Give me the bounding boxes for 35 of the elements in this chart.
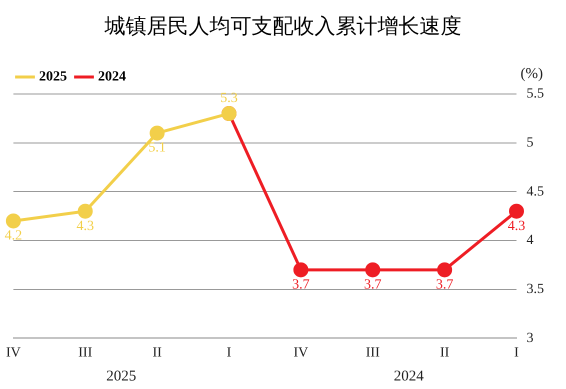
data-label: 5.1 xyxy=(148,140,166,156)
x-tick-label: III xyxy=(366,345,380,360)
chart-title: 城镇居民人均可支配收入累计增长速度 xyxy=(104,13,462,40)
point xyxy=(150,126,165,141)
data-label: 3.7 xyxy=(436,277,454,292)
y-axis-title: (%) xyxy=(520,66,543,82)
y-tick-label: 3 xyxy=(526,330,534,346)
y-tick-label: 5 xyxy=(526,136,534,151)
text: 2025 xyxy=(106,368,136,384)
y-tick-label: 3.5 xyxy=(526,282,544,298)
x-tick-label: IV xyxy=(6,345,21,360)
legend-label: 2024 xyxy=(98,70,126,85)
point xyxy=(509,204,524,219)
y-tick-label: 5.5 xyxy=(526,86,544,102)
data-label: 4.3 xyxy=(76,218,94,234)
point xyxy=(78,204,93,219)
x-tick-label: IV xyxy=(293,345,308,360)
x-tick-label: II xyxy=(440,345,450,360)
data-label: 5.3 xyxy=(220,91,238,106)
data-label: 4.2 xyxy=(4,228,22,244)
point xyxy=(437,262,452,278)
x-tick-label: II xyxy=(152,345,162,360)
y-tick-label: 4 xyxy=(526,233,534,248)
x-tick-label: I xyxy=(514,345,520,360)
point xyxy=(6,213,21,228)
point xyxy=(293,262,308,278)
data-label: 3.7 xyxy=(364,277,382,292)
x-tick-label: I xyxy=(226,345,232,360)
x-tick-label: III xyxy=(78,345,93,360)
data-label: 4.3 xyxy=(508,218,526,234)
text: 2024 xyxy=(394,368,424,384)
data-label: 3.7 xyxy=(292,277,310,292)
legend-label: 2025 xyxy=(39,70,67,85)
y-tick-label: 4.5 xyxy=(526,184,544,200)
point xyxy=(365,262,380,278)
